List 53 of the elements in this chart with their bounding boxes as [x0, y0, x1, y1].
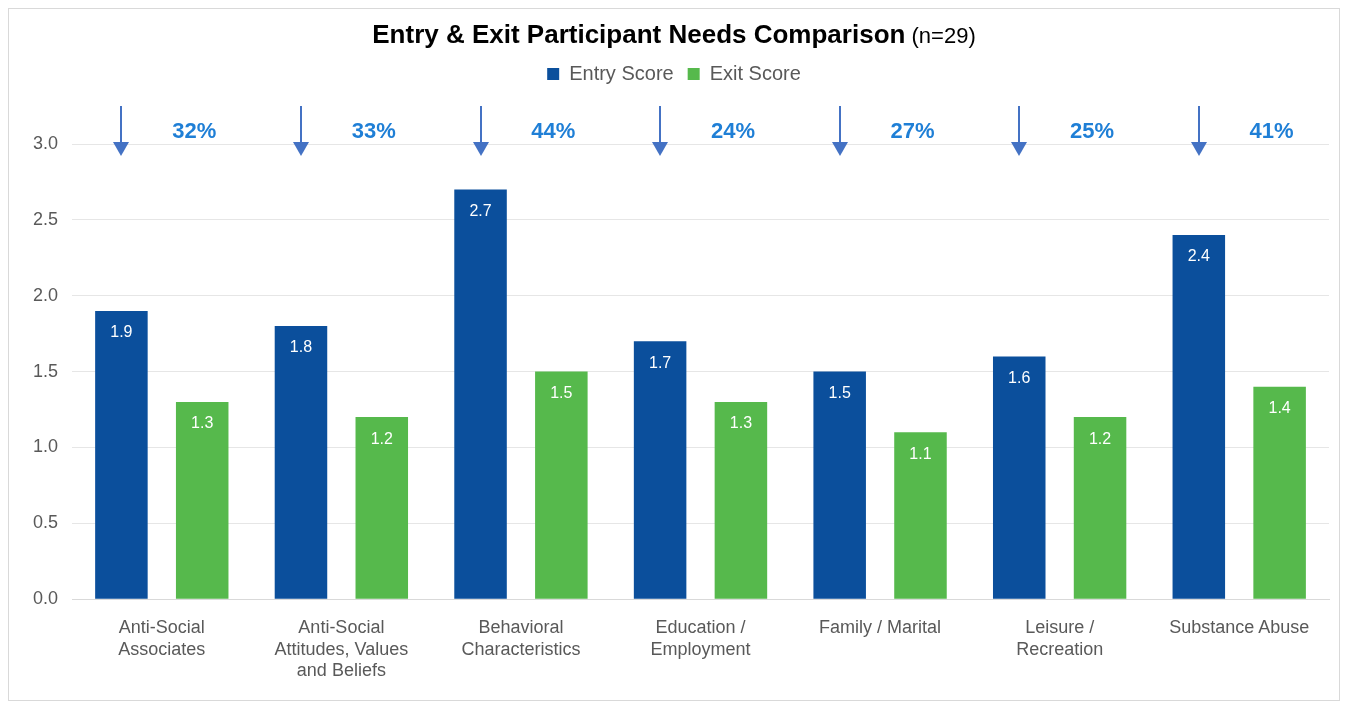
x-tick-label: Substance Abuse — [1169, 616, 1310, 637]
bar — [454, 189, 507, 599]
x-tick-label: Leisure / Recreation — [1016, 616, 1104, 659]
y-tick-label: 0.5 — [32, 512, 59, 533]
bar — [714, 401, 768, 599]
x-tick-label: Anti-Social Attitudes, Values and Beliefs — [274, 616, 409, 681]
bar — [813, 371, 866, 599]
bar — [355, 417, 409, 599]
text: 24% — [710, 118, 755, 144]
text: 25% — [1070, 118, 1115, 144]
y-tick-label: 0.0 — [32, 588, 59, 609]
text: 44% — [531, 118, 576, 144]
data-label: 1.9 — [110, 323, 133, 341]
bar — [633, 341, 687, 599]
legend-label: Exit Score — [709, 61, 801, 84]
text: 41% — [1249, 118, 1294, 144]
legend-label: Entry Score — [569, 61, 674, 84]
bar — [274, 326, 328, 599]
bar — [1073, 417, 1127, 599]
y-tick-label: 2.5 — [32, 208, 59, 229]
data-label: 1.2 — [370, 429, 393, 447]
x-tick-label: Behavioral Characteristics — [461, 616, 581, 659]
data-label: 1.3 — [729, 414, 753, 432]
bar — [1172, 235, 1226, 599]
bar — [95, 310, 148, 599]
bar — [992, 356, 1046, 599]
bar — [175, 401, 229, 599]
data-label: 1.2 — [1088, 429, 1112, 447]
bar — [1253, 386, 1306, 599]
y-tick-label: 3.0 — [32, 132, 59, 153]
x-tick-label: Anti-Social Associates — [118, 616, 206, 659]
text: 32% — [172, 118, 217, 144]
y-tick-label: 1.0 — [32, 436, 59, 457]
data-label: 1.4 — [1268, 399, 1291, 417]
text: 27% — [890, 118, 935, 144]
chart-title: Entry & Exit Participant Needs Comparison — [372, 19, 906, 49]
data-label: 1.5 — [828, 384, 851, 402]
y-tick-label: 1.5 — [32, 360, 59, 381]
chart-subtitle: (n=29) — [910, 23, 976, 48]
x-tick-label: Education / Employment — [650, 616, 751, 659]
text: 33% — [351, 118, 396, 144]
data-label: 1.5 — [550, 384, 573, 402]
data-label: 2.4 — [1187, 247, 1211, 265]
data-label: 1.1 — [909, 444, 932, 462]
data-label: 1.6 — [1008, 368, 1031, 386]
y-tick-label: 2.0 — [32, 284, 59, 305]
data-label: 1.8 — [289, 338, 313, 356]
x-tick-label: Family / Marital — [819, 616, 942, 637]
data-label: 1.7 — [648, 353, 672, 371]
bar — [535, 371, 588, 599]
data-label: 1.3 — [191, 414, 214, 432]
bar — [894, 432, 947, 599]
data-label: 2.7 — [469, 201, 492, 219]
